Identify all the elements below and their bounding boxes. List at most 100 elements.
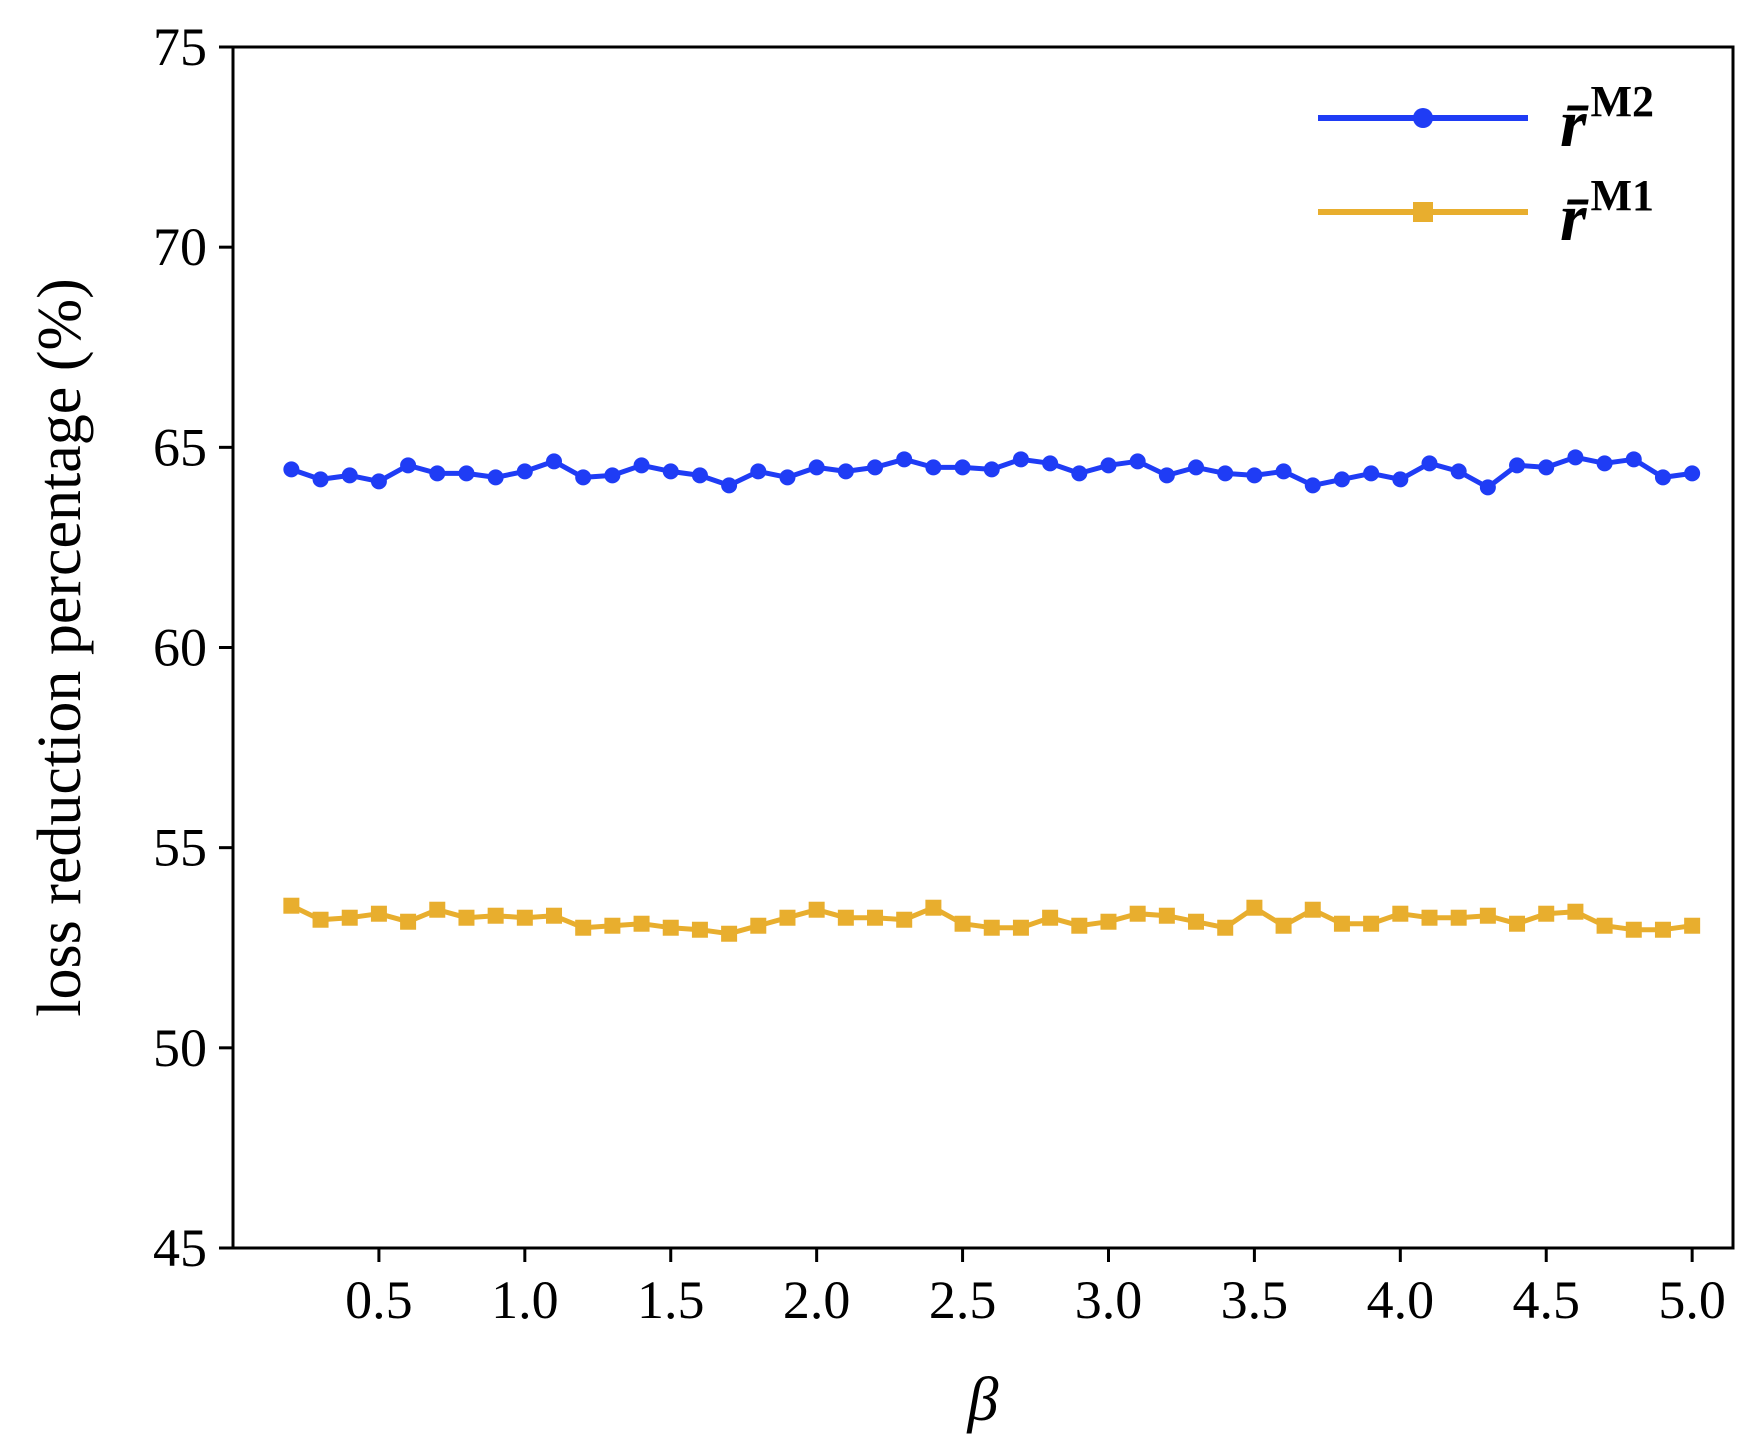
data-point bbox=[1479, 907, 1496, 924]
data-point bbox=[1188, 913, 1205, 930]
data-point bbox=[487, 907, 504, 924]
data-point bbox=[370, 473, 387, 490]
data-point bbox=[1071, 917, 1088, 934]
data-point bbox=[808, 901, 825, 918]
data-point bbox=[1333, 471, 1350, 488]
data-point bbox=[1100, 457, 1117, 474]
y-tick-label: 70 bbox=[153, 217, 207, 277]
data-point bbox=[429, 901, 446, 918]
data-point bbox=[691, 921, 708, 938]
x-axis-ticks: 0.5 1.0 1.5 2.0 2.5 3.0 3.5 4.0 4.5 5.0 bbox=[345, 1248, 1726, 1330]
x-tick-label: 0.5 bbox=[345, 1270, 413, 1330]
data-point bbox=[1596, 455, 1613, 472]
y-tick-label: 50 bbox=[153, 1018, 207, 1078]
data-point bbox=[1071, 465, 1088, 482]
legend-marker bbox=[1413, 202, 1433, 222]
data-point bbox=[721, 925, 738, 942]
legend: r̄M2r̄M1 bbox=[1318, 77, 1654, 255]
data-point bbox=[750, 463, 767, 480]
data-point bbox=[867, 459, 884, 476]
data-point bbox=[604, 917, 621, 934]
data-point bbox=[983, 461, 1000, 478]
data-point bbox=[779, 469, 796, 486]
data-point bbox=[633, 915, 650, 932]
data-point bbox=[283, 897, 300, 914]
data-point bbox=[1625, 451, 1642, 468]
data-point bbox=[1333, 915, 1350, 932]
data-point bbox=[837, 909, 854, 926]
data-point bbox=[662, 919, 679, 936]
data-point bbox=[1158, 467, 1175, 484]
data-point bbox=[1450, 463, 1467, 480]
data-point bbox=[400, 457, 417, 474]
data-point bbox=[1100, 913, 1117, 930]
data-point bbox=[633, 457, 650, 474]
legend-label-superscript: M1 bbox=[1590, 171, 1654, 220]
data-point bbox=[750, 917, 767, 934]
data-point bbox=[546, 453, 563, 470]
data-point bbox=[1421, 909, 1438, 926]
data-point bbox=[516, 463, 533, 480]
data-point bbox=[1246, 467, 1263, 484]
data-point bbox=[1217, 465, 1234, 482]
data-point bbox=[1246, 899, 1263, 916]
data-point bbox=[1129, 453, 1146, 470]
data-point bbox=[779, 909, 796, 926]
legend-marker bbox=[1413, 108, 1433, 128]
data-point bbox=[1392, 471, 1409, 488]
data-point bbox=[1538, 905, 1555, 922]
x-axis-title: β bbox=[967, 1366, 999, 1434]
data-point bbox=[721, 477, 738, 494]
data-point bbox=[925, 459, 942, 476]
data-point bbox=[1012, 451, 1029, 468]
series-M1 bbox=[283, 897, 1701, 942]
data-point bbox=[341, 909, 358, 926]
y-tick-label: 65 bbox=[153, 417, 207, 477]
data-point bbox=[837, 463, 854, 480]
data-point bbox=[429, 465, 446, 482]
data-point bbox=[1042, 455, 1059, 472]
data-point bbox=[341, 467, 358, 484]
data-point bbox=[312, 911, 329, 928]
y-tick-label: 75 bbox=[153, 17, 207, 77]
y-tick-label: 55 bbox=[153, 818, 207, 878]
legend-item-M2: r̄M2 bbox=[1318, 77, 1654, 161]
data-point bbox=[1217, 919, 1234, 936]
data-point bbox=[1363, 465, 1380, 482]
data-point bbox=[896, 911, 913, 928]
data-point bbox=[1684, 465, 1701, 482]
data-point bbox=[1567, 903, 1584, 920]
data-point bbox=[1509, 457, 1526, 474]
data-point bbox=[487, 469, 504, 486]
data-point bbox=[458, 909, 475, 926]
y-axis-title: loss reduction percentage (%) bbox=[26, 278, 94, 1017]
x-tick-label: 4.5 bbox=[1512, 1270, 1580, 1330]
x-tick-label: 1.5 bbox=[637, 1270, 705, 1330]
x-tick-label: 2.5 bbox=[929, 1270, 997, 1330]
x-tick-label: 3.0 bbox=[1075, 1270, 1143, 1330]
data-point bbox=[1363, 915, 1380, 932]
data-point bbox=[1275, 463, 1292, 480]
data-point bbox=[516, 909, 533, 926]
data-point bbox=[458, 465, 475, 482]
data-point bbox=[983, 919, 1000, 936]
legend-label-superscript: M2 bbox=[1590, 77, 1654, 126]
data-point bbox=[1158, 907, 1175, 924]
data-point bbox=[1654, 921, 1671, 938]
data-point bbox=[1129, 905, 1146, 922]
legend-label-base: r̄ bbox=[1560, 179, 1589, 255]
data-point bbox=[691, 467, 708, 484]
data-point bbox=[1012, 919, 1029, 936]
data-point bbox=[575, 469, 592, 486]
x-tick-label: 2.0 bbox=[783, 1270, 851, 1330]
x-tick-label: 3.5 bbox=[1221, 1270, 1289, 1330]
series-layer bbox=[283, 449, 1701, 942]
data-point bbox=[808, 459, 825, 476]
data-point bbox=[925, 899, 942, 916]
data-point bbox=[1596, 917, 1613, 934]
data-point bbox=[1479, 479, 1496, 496]
data-point bbox=[1421, 455, 1438, 472]
data-point bbox=[1304, 477, 1321, 494]
data-point bbox=[1042, 909, 1059, 926]
legend-label: r̄M1 bbox=[1560, 171, 1654, 255]
